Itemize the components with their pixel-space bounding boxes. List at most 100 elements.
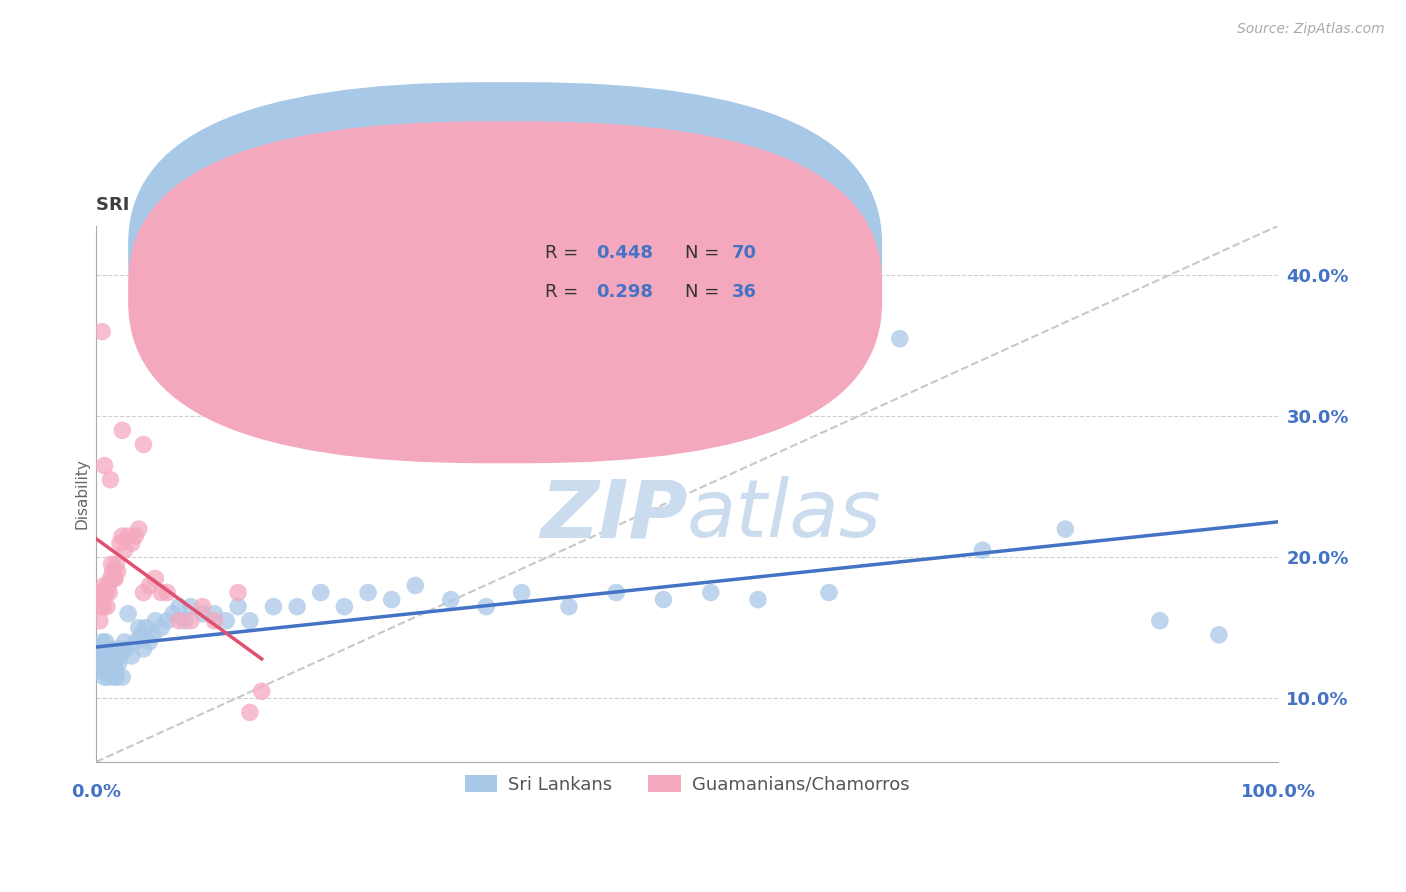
Point [440,592,463,607]
Point [91,663,114,677]
Text: N =: N = [685,244,724,262]
Point [132,437,155,451]
Point [105,670,128,684]
Point [91,585,114,599]
Point [605,585,627,599]
Point [91,656,114,670]
Point [129,628,152,642]
Point [108,536,131,550]
Point [111,529,134,543]
Point [111,670,134,684]
Point [107,656,129,670]
Point [97,578,120,592]
Point [93,585,115,599]
Point [91,325,114,339]
Point [132,585,155,599]
Point [156,614,179,628]
Point [226,585,249,599]
Point [96,663,118,677]
Text: 0.448: 0.448 [596,244,654,262]
Point [100,558,122,572]
Point [150,621,173,635]
Text: N =: N = [685,284,724,301]
Point [103,571,125,585]
Point [107,642,129,657]
Point [94,585,117,599]
Point [558,599,581,614]
Point [510,585,533,599]
Point [117,529,139,543]
Point [90,648,112,663]
Point [215,614,238,628]
Point [263,599,285,614]
FancyBboxPatch shape [468,236,823,309]
Point [156,585,179,599]
Point [117,607,139,621]
Point [285,599,308,614]
Point [98,656,121,670]
FancyBboxPatch shape [128,121,882,463]
Point [96,599,118,614]
Point [100,663,122,677]
Text: Source: ZipAtlas.com: Source: ZipAtlas.com [1237,22,1385,37]
Point [98,585,121,599]
Point [475,599,498,614]
Point [114,635,136,649]
Point [700,585,723,599]
Point [652,592,675,607]
Point [138,635,160,649]
Point [162,607,184,621]
Point [202,614,225,628]
Point [167,599,190,614]
Point [180,599,202,614]
Text: atlas: atlas [688,476,882,554]
Point [114,642,136,657]
Point [89,614,111,628]
Point [108,648,131,663]
Point [111,423,134,437]
Point [94,656,117,670]
Point [124,529,146,543]
Point [93,458,115,473]
Point [87,642,110,657]
Point [173,614,195,628]
Point [202,607,225,621]
Text: 0.0%: 0.0% [72,783,121,801]
Point [97,648,120,663]
Point [93,648,115,663]
Point [104,663,127,677]
Point [239,614,262,628]
Point [100,656,122,670]
Point [1149,614,1171,628]
Text: ZIP: ZIP [540,476,688,554]
Point [818,585,841,599]
Point [150,585,173,599]
Text: 0.298: 0.298 [596,284,654,301]
Point [90,599,112,614]
Point [381,592,404,607]
Point [404,578,426,592]
Point [93,670,115,684]
Point [103,670,125,684]
Y-axis label: Disability: Disability [75,458,90,529]
Point [226,599,249,614]
Text: R =: R = [546,284,585,301]
Point [250,684,273,698]
FancyBboxPatch shape [128,82,882,424]
Text: R =: R = [546,244,585,262]
Point [100,642,122,657]
Legend: Sri Lankans, Guamanians/Chamorros: Sri Lankans, Guamanians/Chamorros [457,768,917,801]
Point [101,648,124,663]
Point [124,635,146,649]
Point [239,706,262,720]
Point [107,565,129,579]
Point [121,536,143,550]
Point [1208,628,1230,642]
Point [138,578,160,592]
Point [143,571,166,585]
Point [93,578,115,592]
Point [1054,522,1077,536]
Point [104,571,127,585]
Point [91,635,114,649]
Point [143,614,166,628]
